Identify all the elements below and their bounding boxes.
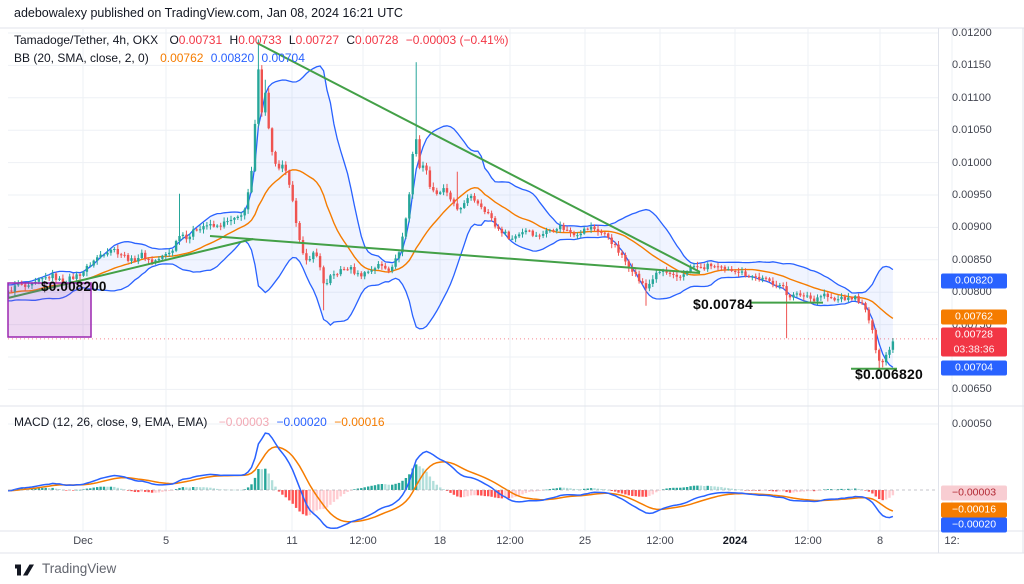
time-axis-label: 25: [578, 535, 592, 547]
macd-legend[interactable]: MACD (12, 26, close, 9, EMA, EMA) −0.000…: [14, 413, 385, 431]
bollinger-bands: [8, 65, 894, 368]
time-axis-label: 12:00: [349, 535, 377, 547]
tradingview-brand-text[interactable]: TradingView: [42, 561, 117, 576]
symbol-legend-row: Tamadoge/Tether, 4h, OKX O0.00731 H0.007…: [14, 31, 509, 49]
change-value: −0.00003 (−0.41%): [405, 33, 509, 47]
price-axis-label: 0.01000: [952, 157, 992, 169]
tradingview-logo-icon[interactable]: [14, 562, 36, 578]
time-axis-label: 8: [876, 535, 884, 547]
price-badge: 0.00820: [941, 273, 1007, 289]
ohlc-open-value: 0.00731: [178, 33, 223, 47]
ohlc-high-value: 0.00733: [238, 33, 282, 47]
ohlc-close-value: 0.00728: [355, 33, 399, 47]
price-badge: −0.00016: [941, 502, 1007, 518]
ohlc-low-key: L: [288, 33, 296, 47]
price-badge: −0.00020: [941, 517, 1007, 533]
footer-bar: TradingView: [0, 556, 1024, 584]
ohlc-high-key: H: [229, 33, 239, 47]
trendline-drawings[interactable]: [7, 42, 897, 370]
time-axis-label: Dec: [73, 535, 93, 547]
macd-pane: [8, 432, 895, 530]
price-axis-label: 0.01050: [952, 124, 992, 136]
time-axis-label: 12:: [944, 535, 960, 547]
bb-legend-row: BB (20, SMA, close, 2, 0) 0.00762 0.0082…: [14, 49, 509, 67]
price-badge: 0.00704: [941, 360, 1007, 376]
price-badge: −0.00003: [941, 485, 1007, 501]
macd-line-value: −0.00020: [276, 415, 327, 429]
bb-lower-value: 0.00704: [261, 51, 305, 65]
time-axis-label: 12:00: [496, 535, 524, 547]
macd-hist-value: −0.00003: [218, 415, 270, 429]
pane-frame: [0, 27, 1024, 554]
price-axis-label: 0.00650: [952, 383, 992, 395]
price-annotation-zone[interactable]: $0.008200: [41, 279, 107, 294]
countdown-timer: 03:38:36: [953, 343, 995, 355]
price-badge: 0.00728 03:38:36: [941, 327, 1007, 357]
price-axis-label: 0.00850: [952, 254, 992, 266]
time-axis-label: 2024: [722, 535, 748, 547]
bb-basis-value: 0.00762: [160, 51, 204, 65]
price-axis-label: 0.00950: [952, 189, 992, 201]
support-zone-rectangle: [7, 282, 92, 338]
bb-upper-value: 0.00820: [210, 51, 255, 65]
time-axis-label: 12:00: [794, 535, 822, 547]
time-axis-label: 5: [162, 535, 170, 547]
macd-axis-label: 0.00050: [952, 418, 992, 430]
price-axis-label: 0.00900: [952, 221, 992, 233]
ohlc-close-key: C: [346, 33, 356, 47]
ohlc-open-key: O: [169, 33, 179, 47]
price-axis-label: 0.01200: [952, 27, 992, 39]
price-badge: 0.00762: [941, 309, 1007, 325]
macd-signal-value: −0.00016: [334, 415, 385, 429]
bb-label: BB (20, SMA, close, 2, 0): [14, 51, 149, 65]
symbol-title: Tamadoge/Tether, 4h, OKX: [14, 33, 159, 47]
time-axis-label: 11: [286, 535, 298, 547]
macd-label: MACD (12, 26, close, 9, EMA, EMA): [14, 415, 208, 429]
time-axis-label: 18: [433, 535, 447, 547]
candlesticks: [8, 39, 895, 369]
grid-lines: [8, 29, 953, 531]
time-axis-label: 12:00: [646, 535, 674, 547]
price-axis-label: 0.00800: [952, 286, 992, 298]
price-annotation-low[interactable]: $0.006820: [855, 366, 923, 382]
ohlc-low-value: 0.00727: [295, 33, 339, 47]
publish-header: adebowalexy published on TradingView.com…: [14, 6, 403, 20]
price-axis-label: 0.01150: [952, 59, 991, 71]
price-axis-label: 0.01100: [952, 92, 991, 104]
main-chart-legend[interactable]: Tamadoge/Tether, 4h, OKX O0.00731 H0.007…: [14, 31, 509, 67]
price-annotation-mid[interactable]: $0.00784: [693, 296, 753, 312]
